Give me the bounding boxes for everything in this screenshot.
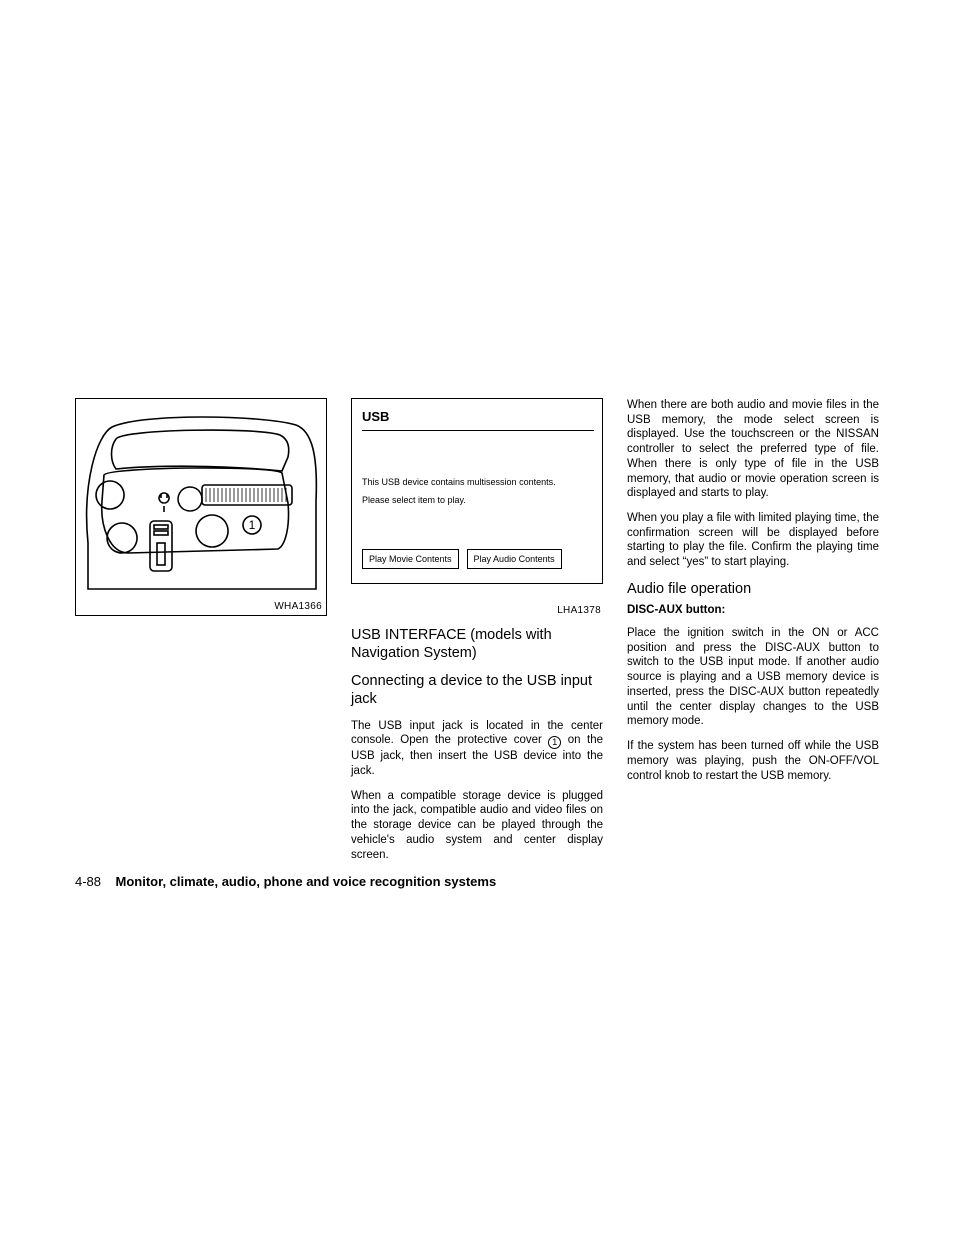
callout-number-inline: 1 <box>548 736 561 749</box>
figure1-caption: WHA1366 <box>274 601 322 612</box>
footer-title: Monitor, climate, audio, phone and voice… <box>116 874 497 889</box>
heading-disc-aux: DISC-AUX button: <box>627 604 879 616</box>
column-row: 1 WHA1366 USB This USB device contains m… <box>75 398 879 862</box>
heading-audio-operation: Audio file operation <box>627 580 879 598</box>
usb-screen-box: USB This USB device contains multisessio… <box>351 398 603 584</box>
figure2-caption: LHA1378 <box>557 605 601 616</box>
page-content: 1 WHA1366 USB This USB device contains m… <box>75 398 879 862</box>
page-number: 4-88 <box>75 874 101 889</box>
figure-usb-screen: USB This USB device contains multisessio… <box>351 398 603 616</box>
usb-screen-buttons: Play Movie Contents Play Audio Contents <box>362 549 562 569</box>
figure-console: 1 WHA1366 <box>75 398 327 616</box>
heading-connecting-device: Connecting a device to the USB input jac… <box>351 672 603 708</box>
para-mode-select: When there are both audio and movie file… <box>627 398 879 501</box>
svg-text:1: 1 <box>249 518 256 532</box>
column-3: When there are both audio and movie file… <box>627 398 879 862</box>
play-movie-button[interactable]: Play Movie Contents <box>362 549 459 569</box>
usb-screen-title: USB <box>362 409 594 431</box>
play-audio-button[interactable]: Play Audio Contents <box>467 549 562 569</box>
para-jack-location: The USB input jack is located in the cen… <box>351 719 603 779</box>
column-1: 1 WHA1366 <box>75 398 327 862</box>
column-2: USB This USB device contains multisessio… <box>351 398 603 862</box>
usb-screen-message-1: This USB device contains multisession co… <box>362 477 556 487</box>
heading-usb-interface: USB INTERFACE (models with Navigation Sy… <box>351 626 603 662</box>
para-compatible-device: When a compatible storage device is plug… <box>351 789 603 863</box>
usb-screen-message-2: Please select item to play. <box>362 495 466 505</box>
page-footer: 4-88 Monitor, climate, audio, phone and … <box>75 874 496 889</box>
console-diagram-svg: 1 <box>82 413 322 601</box>
para-limited-time: When you play a file with limited playin… <box>627 511 879 570</box>
para-restart-memory: If the system has been turned off while … <box>627 739 879 783</box>
para-disc-aux: Place the ignition switch in the ON or A… <box>627 626 879 729</box>
